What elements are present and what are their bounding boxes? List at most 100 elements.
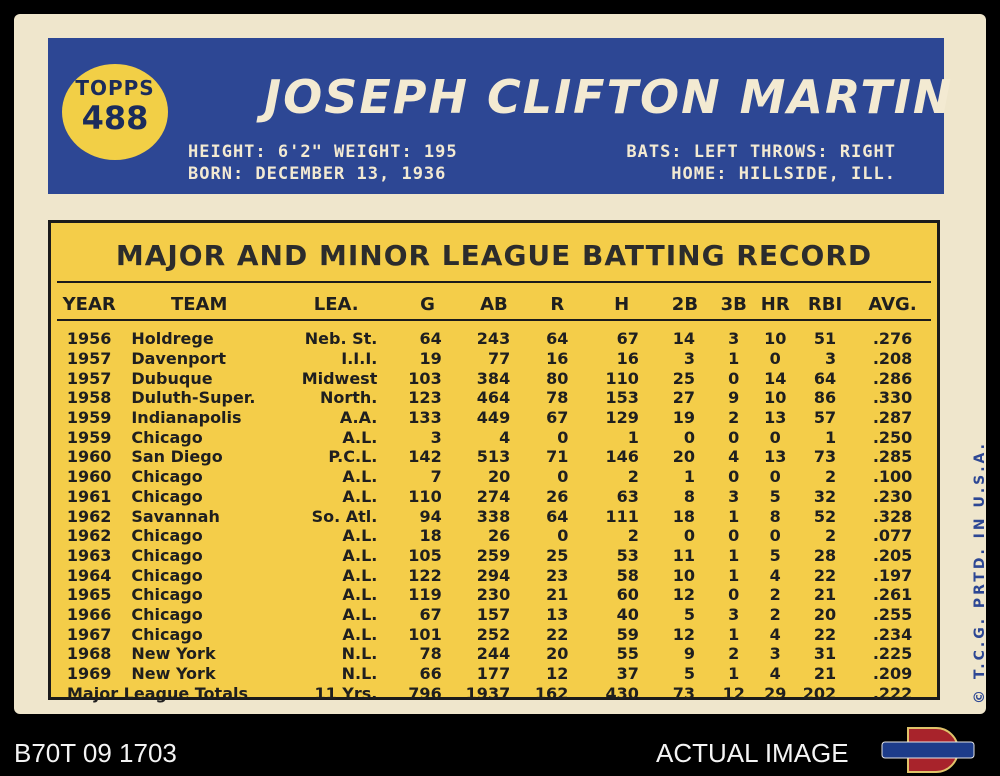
- table-cell: 71: [546, 447, 569, 467]
- bio-born: BORN: DECEMBER 13, 1936: [188, 164, 447, 184]
- table-row: 1956 Holdrege Neb. St. 64 243 64 67 14 3 10 51 .276: [57, 320, 931, 349]
- card-number-badge: TOPPS 488: [62, 64, 168, 160]
- table-cell: 20: [487, 467, 511, 487]
- card-number: 488: [81, 99, 149, 137]
- table-cell: 1: [728, 506, 740, 526]
- table-cell: 1: [683, 467, 695, 487]
- table-cell: 0: [769, 467, 781, 487]
- table-cell: 5: [683, 604, 695, 624]
- table-cell: 52: [813, 506, 837, 526]
- table-cell: 12: [672, 585, 695, 605]
- table-cell: 16: [616, 349, 639, 369]
- table-cell: 3: [728, 329, 740, 349]
- table-cell: 53: [616, 545, 639, 565]
- table-cell: 1959: [66, 427, 112, 447]
- table-cell: 274: [476, 486, 511, 506]
- table-row: 1968 New York N.L. 78 244 20 55 9 2 3 31 .225: [57, 644, 931, 664]
- table-cell: 66: [419, 664, 442, 684]
- table-cell: .230: [872, 486, 913, 506]
- table-cell: A.L.: [342, 545, 378, 565]
- table-cell: 2: [824, 467, 837, 487]
- table-cell: Neb. St.: [304, 329, 378, 349]
- table-cell: 27: [672, 388, 695, 408]
- table-cell: 0: [728, 585, 740, 605]
- table-cell: 67: [546, 408, 569, 428]
- table-body: 1956 Holdrege Neb. St. 64 243 64 67 14 3 10 51.276…: [57, 320, 931, 703]
- table-row: 1966 Chicago A.L. 67 157 13 40 5 3 2 20 .255: [57, 605, 931, 625]
- table-cell: A.L.: [342, 565, 378, 585]
- table-cell: 63: [616, 486, 639, 506]
- table-cell: 64: [419, 329, 442, 349]
- table-cell: 0: [728, 526, 740, 546]
- table-cell: 796: [408, 683, 442, 703]
- table-row: 1967 Chicago A.L. 101 252 22 59 12 1 4 22 .234: [57, 624, 931, 644]
- table-cell: A.A.: [339, 408, 378, 428]
- table-cell: A.L.: [342, 585, 378, 605]
- table-cell: 21: [813, 664, 837, 684]
- table-cell: 0: [557, 526, 569, 546]
- table-cell: Chicago: [131, 585, 203, 605]
- table-cell: 12: [546, 664, 569, 684]
- table-cell: 294: [476, 565, 511, 585]
- table-cell: 0: [728, 368, 740, 388]
- table-cell: 0: [557, 427, 569, 447]
- table-cell: 9: [728, 388, 740, 408]
- table-cell: 157: [476, 604, 511, 624]
- table-cell: 2: [769, 585, 781, 605]
- table-cell: 4: [769, 624, 781, 644]
- table-cell: 2: [824, 526, 837, 546]
- table-cell: 10: [764, 329, 787, 349]
- table-cell: 177: [476, 664, 511, 684]
- table-cell: .222: [872, 683, 913, 703]
- table-cell: 1969: [66, 664, 112, 684]
- table-cell: 20: [813, 604, 837, 624]
- table-cell: 1: [728, 664, 740, 684]
- batting-record-panel: MAJOR AND MINOR LEAGUE BATTING RECORD YE…: [48, 220, 940, 703]
- table-cell: 25: [672, 368, 695, 388]
- table-cell: Dubuque: [131, 368, 213, 388]
- table-cell: 20: [546, 644, 569, 664]
- table-cell: 21: [546, 585, 569, 605]
- table-cell: 1968: [66, 644, 112, 664]
- table-row: 1962 Chicago A.L. 18 26 0 2 0 0 0 2 .077: [57, 526, 931, 546]
- table-cell: 3: [728, 604, 740, 624]
- table-cell: 19: [672, 408, 695, 428]
- table-cell: 31: [813, 644, 837, 664]
- column-header: R: [528, 289, 587, 321]
- table-cell: 252: [476, 624, 511, 644]
- table-cell: 13: [764, 447, 787, 467]
- table-cell: 103: [408, 368, 442, 388]
- table-cell: 1965: [66, 585, 112, 605]
- table-cell: 384: [476, 368, 511, 388]
- table-row: 1957 Davenport I.I.I. 19 77 16 16 3 1 0 3 .208: [57, 349, 931, 369]
- table-cell: 40: [616, 604, 639, 624]
- table-row: 1960 San Diego P.C.L. 142 513 71 146 20 4 13 73 .28…: [57, 447, 931, 467]
- table-cell: 10: [764, 388, 787, 408]
- table-cell: 8: [769, 506, 781, 526]
- table-cell: 8: [683, 486, 695, 506]
- table-cell: 1961: [66, 486, 112, 506]
- table-cell: 0: [769, 526, 781, 546]
- table-cell: 78: [419, 644, 442, 664]
- table-cell: 3: [769, 644, 781, 664]
- table-cell: 23: [546, 565, 569, 585]
- table-cell: 133: [408, 408, 442, 428]
- table-cell: Chicago: [131, 486, 203, 506]
- table-row: 1960 Chicago A.L. 7 20 0 2 1 0 0 2 .100: [57, 467, 931, 487]
- table-cell: 1963: [66, 545, 112, 565]
- table-cell: 0: [728, 427, 740, 447]
- table-cell: 146: [605, 447, 639, 467]
- actual-image-label: ACTUAL IMAGE: [656, 738, 849, 768]
- table-cell: 22: [813, 565, 837, 585]
- column-header: G: [395, 289, 460, 321]
- table-cell: .209: [872, 664, 913, 684]
- table-cell: 1: [728, 349, 740, 369]
- record-title: MAJOR AND MINOR LEAGUE BATTING RECORD: [115, 239, 873, 272]
- table-cell: N.L.: [341, 644, 378, 664]
- table-cell: 129: [605, 408, 639, 428]
- table-cell: 1: [728, 545, 740, 565]
- player-header: [48, 38, 944, 194]
- table-cell: 67: [616, 329, 639, 349]
- table-cell: 153: [605, 388, 639, 408]
- table-cell: 94: [419, 506, 442, 526]
